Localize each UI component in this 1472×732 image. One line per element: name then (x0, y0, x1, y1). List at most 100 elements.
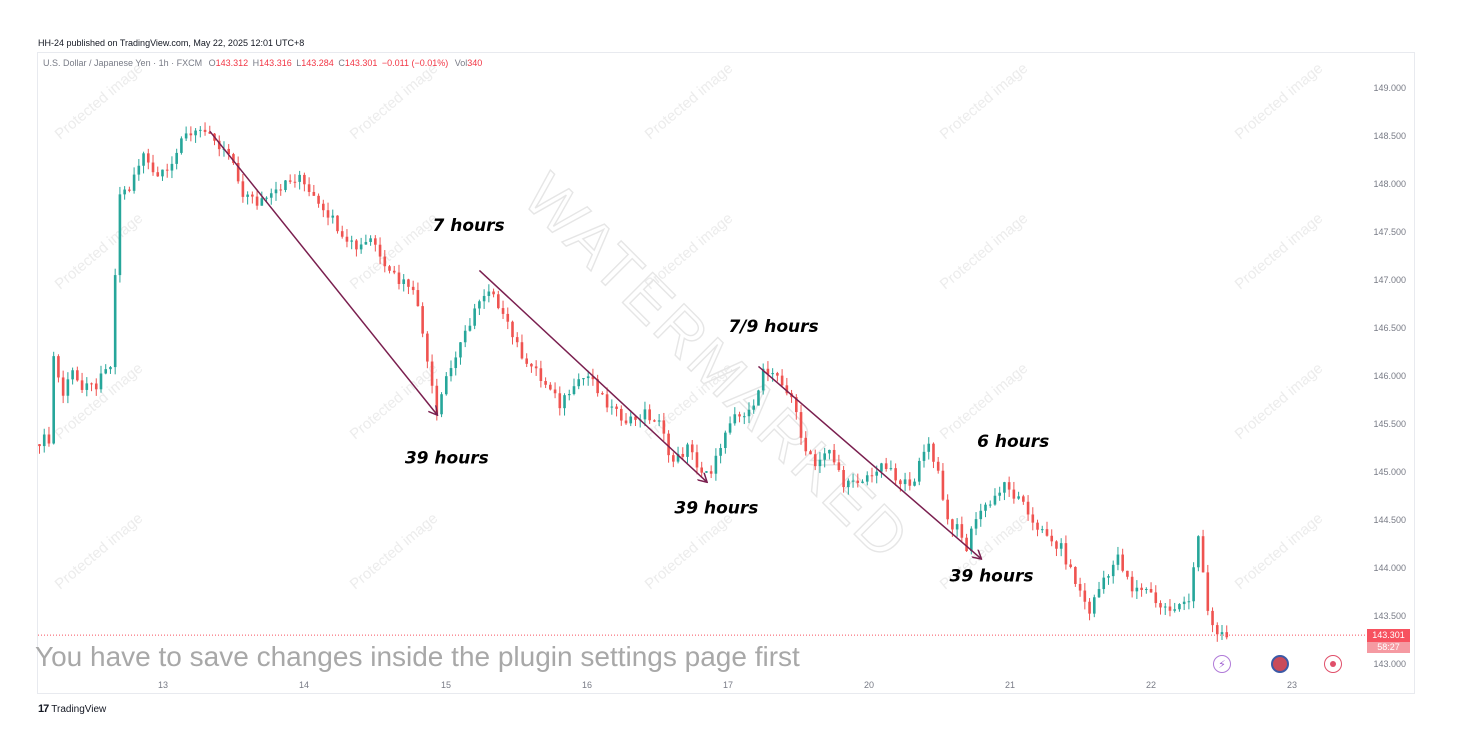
candle-body (463, 330, 467, 343)
candle-body (104, 369, 108, 374)
candle-body (374, 238, 377, 245)
candle-body (558, 393, 562, 409)
candle-body (1003, 482, 1006, 493)
candle-body (497, 294, 500, 309)
candle-body (109, 367, 112, 370)
open-label: O (208, 58, 216, 68)
candle-body (993, 495, 997, 505)
candle-body (359, 244, 363, 250)
candle-body (1040, 529, 1044, 531)
candle-body (1215, 625, 1219, 635)
candle-body (1102, 577, 1106, 590)
us-flag-icon[interactable] (1271, 655, 1289, 673)
candle-body (426, 333, 429, 362)
symbol-name[interactable]: U.S. Dollar / Japanese Yen · 1h · FXCM (43, 58, 203, 68)
symbol-legend[interactable]: U.S. Dollar / Japanese Yen · 1h · FXCM O… (43, 58, 482, 68)
candle-body (714, 455, 718, 474)
candle-body (605, 394, 609, 408)
candle-body (217, 140, 221, 150)
chart-frame[interactable] (37, 52, 1415, 694)
candle-body (951, 519, 954, 530)
watermark-tile: Protected image (52, 510, 147, 593)
change-value: −0.011 (−0.01%) (381, 58, 449, 68)
record-icon[interactable] (1324, 655, 1342, 673)
y-tick-label: 148.500 (1373, 131, 1406, 141)
candle-body (383, 256, 387, 267)
low-label: L (296, 58, 302, 68)
candle-body (530, 363, 533, 367)
candle-body (90, 383, 93, 385)
candle-body (818, 459, 822, 467)
candle-body (572, 386, 576, 395)
candle-body (1031, 514, 1035, 523)
annotation-label: 39 hours (405, 448, 489, 468)
y-tick-label: 145.000 (1373, 467, 1406, 477)
candle-body (1045, 529, 1049, 536)
candle-body (809, 451, 812, 455)
candle-body (1107, 576, 1110, 578)
close-value: 143.301 (344, 58, 378, 68)
candle-body (586, 376, 590, 379)
candle-body (880, 463, 883, 472)
candle-body (161, 169, 164, 177)
candle-body (137, 165, 141, 175)
candle-body (326, 210, 330, 218)
candle-body (99, 373, 103, 390)
candle-body (591, 376, 595, 380)
tradingview-logo[interactable]: 17 TradingView (38, 703, 106, 715)
watermark-tile: Protected image (937, 360, 1032, 443)
candle-body (785, 385, 789, 394)
candle-body (1182, 601, 1186, 605)
candle-body (676, 453, 680, 462)
candle-body (946, 499, 949, 520)
candle-body (705, 471, 708, 473)
trend-arrow (757, 365, 980, 558)
candle-body (312, 191, 316, 196)
candle-body (747, 409, 751, 417)
watermark-tile: Protected image (642, 60, 737, 143)
time-axis: 13 14 15 16 17 20 21 22 23 (158, 680, 1297, 690)
candle-body (837, 462, 841, 471)
candle-body (1059, 543, 1063, 549)
candle-body (1116, 554, 1120, 565)
candle-body (690, 444, 694, 453)
candle-body (998, 492, 1001, 496)
candle-body (175, 152, 178, 164)
candle-body (170, 163, 174, 171)
candle-body (113, 275, 117, 368)
flash-icon[interactable]: ⚡ (1213, 655, 1231, 673)
candle-body (913, 481, 916, 486)
price-axis: 149.000 148.500 148.000 147.500 147.000 146.5… (1373, 83, 1406, 669)
candle-body (269, 193, 273, 198)
trend-arrow (478, 269, 706, 481)
candle-body (1206, 572, 1210, 611)
candle-body (1050, 535, 1054, 542)
candle-body (208, 131, 212, 134)
candle-body (1154, 592, 1158, 604)
candle-body (761, 368, 765, 391)
candle-body (298, 174, 301, 182)
candle-body (473, 308, 476, 326)
candle-body (142, 153, 145, 166)
candle-body (246, 194, 249, 197)
candle-body (236, 162, 240, 182)
candle-body (260, 198, 264, 206)
candle-body (724, 432, 727, 449)
candle-body (922, 451, 926, 461)
candle-body (38, 444, 41, 447)
candle-body (1168, 606, 1172, 611)
candle-body (799, 412, 803, 438)
candle-body (468, 325, 472, 331)
candle-body (1092, 597, 1096, 614)
candle-body (118, 194, 122, 276)
candle-body (733, 414, 737, 424)
last-price-tag: 143.301 58:27 (1367, 629, 1410, 653)
candle-body (487, 291, 491, 296)
candle-body (284, 180, 287, 191)
y-tick-label: 144.500 (1373, 515, 1406, 525)
candle-body (549, 384, 552, 390)
low-value: 143.284 (301, 58, 334, 68)
candle-body (610, 406, 614, 408)
candle-body (889, 468, 893, 470)
